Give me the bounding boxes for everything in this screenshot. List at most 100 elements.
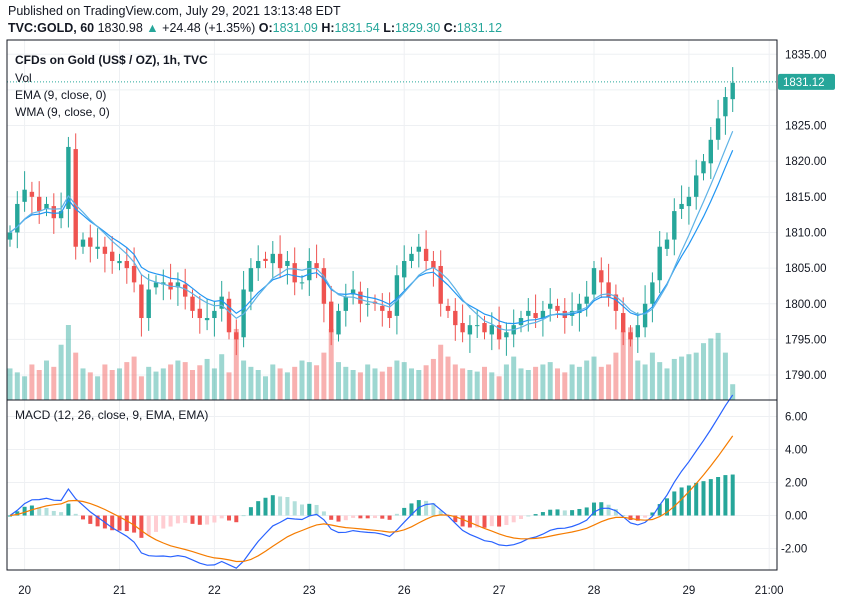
macd-line [9, 394, 734, 569]
macd-histogram-bar [577, 508, 582, 516]
macd-histogram-bar [161, 515, 166, 529]
price-tick-label: 1835.00 [785, 49, 827, 61]
time-tick-label: 20 [18, 585, 31, 597]
macd-histogram-bar [168, 515, 173, 527]
legend-title[interactable]: CFDs on Gold (US$ / OZ), 1h, TVC [15, 53, 208, 67]
candle-body [584, 296, 589, 304]
candle-body [219, 296, 224, 309]
volume-bar [416, 370, 422, 400]
candle-body [183, 284, 188, 297]
macd-histogram-bar [657, 504, 662, 516]
price-tick-label: 1825.00 [785, 121, 827, 133]
macd-histogram-bar [132, 515, 137, 533]
volume-bar [430, 358, 436, 400]
volume-bar [474, 371, 480, 400]
candle-body [270, 253, 275, 264]
volume-bar [503, 364, 509, 400]
volume-bar [343, 366, 349, 400]
volume-bar [584, 360, 590, 400]
ema-line [9, 150, 734, 325]
volume-bar [211, 368, 217, 400]
candle-body [314, 263, 319, 269]
candle-body [146, 289, 151, 319]
macd-histogram-bar [205, 515, 210, 525]
candle-body [650, 282, 655, 304]
candle-body [277, 253, 283, 269]
volume-bar [182, 362, 188, 400]
macd-histogram-bar [300, 504, 304, 516]
candle-body [329, 301, 334, 333]
macd-histogram-bar [694, 482, 699, 516]
macd-histogram-bar [51, 510, 56, 516]
macd-histogram-bar [263, 497, 268, 516]
candle-body [124, 260, 129, 269]
volume-bar [671, 358, 677, 400]
candle-body [504, 332, 509, 338]
symbol-label: TVC:GOLD, 60 [8, 21, 95, 35]
candle-body [110, 251, 115, 261]
volume-bar [649, 352, 655, 400]
volume-bar [80, 368, 86, 400]
macd-tick-label: -2.00 [781, 544, 807, 556]
candle-body [475, 325, 480, 327]
candle-body [15, 203, 20, 233]
macd-histogram-bar [358, 515, 363, 519]
volume-bar [131, 356, 137, 400]
time-tick-label: 22 [208, 585, 221, 597]
volume-bar [452, 364, 458, 400]
candle-body [117, 260, 122, 264]
candle-body [628, 332, 633, 340]
volume-bar [117, 368, 122, 400]
macd-histogram-bar [570, 510, 575, 516]
macd-histogram-bar [606, 504, 611, 516]
close-label: C: [443, 21, 457, 35]
volume-bar [109, 370, 115, 400]
macd-histogram-bar [555, 509, 560, 516]
macd-tick-label: 4.00 [785, 445, 807, 457]
candle-body [730, 82, 735, 100]
candle-body [445, 305, 451, 311]
volume-bar [51, 366, 57, 400]
candle-body [496, 325, 502, 340]
macd-histogram-bar [197, 515, 202, 525]
legend-vol[interactable]: Vol [15, 71, 32, 85]
volume-bar [168, 364, 174, 400]
candle-body [102, 246, 108, 254]
volume-bar [379, 371, 385, 400]
candle-body [175, 282, 181, 288]
candle-body [131, 265, 137, 283]
volume-bar [29, 364, 35, 400]
price-tick-label: 1795.00 [785, 334, 827, 346]
macd-histogram-bar [256, 501, 261, 516]
legend-ema[interactable]: EMA (9, close, 0) [15, 88, 107, 102]
published-line: Published on TradingView.com, July 29, 2… [8, 4, 341, 18]
macd-histogram-bar [81, 515, 85, 520]
macd-histogram-bar [314, 504, 319, 516]
candle-body [686, 196, 692, 207]
legend-wma[interactable]: WMA (9, close, 0) [15, 105, 110, 119]
legend-macd[interactable]: MACD (12, 26, close, 9, EMA, EMA) [15, 408, 209, 422]
volume-bar [233, 328, 239, 400]
price-tick-label: 1810.00 [785, 227, 827, 239]
volume-bar [496, 376, 502, 400]
macd-histogram-bar [124, 515, 129, 532]
volume-bar [423, 365, 429, 400]
candle-body [190, 296, 195, 311]
macd-histogram-bar [285, 496, 290, 516]
macd-histogram-bar [716, 477, 721, 516]
macd-histogram-bar [175, 515, 180, 524]
volume-bar [598, 366, 604, 400]
macd-histogram-bar [95, 515, 100, 527]
candle-body [482, 323, 487, 333]
volume-bar [102, 364, 108, 400]
candle-body [37, 196, 42, 212]
macd-histogram-bar [336, 515, 341, 522]
volume-bar [569, 364, 575, 400]
macd-histogram-bar [708, 479, 713, 516]
macd-histogram-bar [489, 515, 494, 527]
price-tick-label: 1805.00 [785, 263, 827, 275]
candle-body [657, 246, 662, 281]
macd-histogram-bar [154, 515, 158, 532]
volume-bar [336, 362, 341, 400]
